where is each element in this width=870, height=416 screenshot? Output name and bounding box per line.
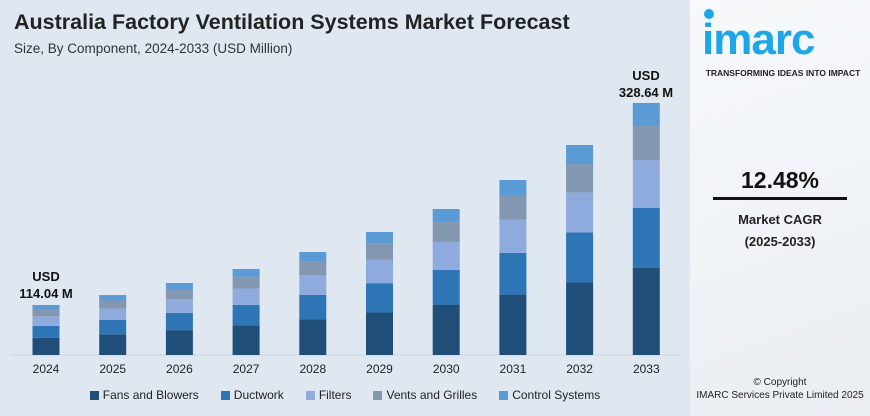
- bar-segment-vents-and-grilles-2033: [632, 125, 660, 161]
- bar-segment-fans-and-blowers-2024: [32, 337, 60, 355]
- bar-segment-fans-and-blowers-2028: [299, 319, 327, 355]
- bar-segment-filters-2025: [99, 308, 127, 320]
- copyright-line1: © Copyright: [753, 377, 807, 388]
- x-tick-label: 2029: [366, 362, 393, 376]
- bar-segment-vents-and-grilles-2026: [165, 289, 193, 300]
- bar-segment-fans-and-blowers-2029: [366, 312, 393, 355]
- bar-segment-fans-and-blowers-2031: [499, 294, 527, 355]
- bar-segment-ductwork-2031: [499, 252, 527, 295]
- bar-segment-ductwork-2025: [99, 319, 127, 335]
- x-tick-label: 2031: [500, 362, 527, 376]
- legend-item: Vents and Grilles: [373, 388, 477, 402]
- bar-segment-fans-and-blowers-2033: [632, 267, 660, 355]
- bar-segment-vents-and-grilles-2031: [499, 195, 527, 220]
- bar-segment-fans-and-blowers-2032: [566, 282, 594, 355]
- bar-segment-vents-and-grilles-2030: [432, 222, 460, 243]
- bar-segment-control-systems-2027: [232, 268, 260, 277]
- cagr-divider: [713, 197, 847, 200]
- x-tick-label: 2024: [33, 362, 60, 376]
- bar-segment-control-systems-2026: [165, 282, 193, 290]
- copyright: © Copyright IMARC Services Private Limit…: [690, 376, 870, 402]
- legend-label: Fans and Blowers: [102, 388, 199, 402]
- bar-segment-ductwork-2024: [32, 325, 60, 338]
- legend-swatch: [305, 390, 315, 400]
- bar-segment-fans-and-blowers-2025: [99, 334, 127, 355]
- bar-segment-vents-and-grilles-2024: [32, 309, 60, 317]
- bar-segment-control-systems-2028: [299, 252, 327, 262]
- imarc-logo: imarc: [702, 9, 816, 58]
- bar-segment-filters-2024: [32, 316, 60, 326]
- x-tick-label: 2030: [433, 362, 460, 376]
- cagr-label-text: Market CAGR: [738, 212, 822, 227]
- bar-segment-control-systems-2029: [366, 231, 393, 244]
- chart-subtitle: Size, By Component, 2024-2033 (USD Milli…: [14, 41, 293, 56]
- bar-segment-fans-and-blowers-2026: [165, 330, 193, 355]
- bar-segment-ductwork-2030: [432, 269, 460, 305]
- cagr-value: 12.48%: [740, 167, 819, 193]
- bar-plot: 2024 2025 2026 2027 2028 2029 2030 2031 2032 2033: [10, 102, 680, 376]
- bar-segment-control-systems-2025: [99, 295, 127, 301]
- bar-segment-vents-and-grilles-2027: [232, 276, 260, 289]
- bar-segment-control-systems-2024: [32, 304, 60, 310]
- bar-segment-filters-2030: [432, 242, 460, 270]
- bar-segment-vents-and-grilles-2032: [566, 164, 594, 193]
- annotation-currency: USD: [32, 269, 60, 284]
- cagr-period: (2025-2033): [744, 234, 816, 249]
- brand-tagline: TRANSFORMING IDEAS INTO IMPACT: [705, 68, 861, 78]
- annotation-currency: USD: [632, 68, 660, 83]
- x-tick-label: 2032: [566, 362, 593, 376]
- bar-segment-control-systems-2030: [432, 209, 460, 223]
- annotation-value: 114.04 M: [19, 286, 73, 301]
- bar-segment-filters-2029: [366, 259, 393, 284]
- bar-segment-fans-and-blowers-2027: [232, 325, 260, 355]
- legend-label: Ductwork: [233, 388, 284, 402]
- legend-item: Fans and Blowers: [89, 388, 199, 402]
- legend-swatch: [373, 390, 383, 400]
- bar-segment-filters-2033: [632, 160, 660, 208]
- sidebar-panel: imarc TRANSFORMING IDEAS INTO IMPACT 12.…: [690, 0, 870, 416]
- legend: Fans and Blowers Ductwork Filters Vents and…: [0, 388, 690, 402]
- annotation-2033: USD 328.64 M: [614, 67, 678, 101]
- legend-label: Filters: [318, 388, 352, 402]
- bar-segment-ductwork-2029: [366, 283, 393, 313]
- bar-segment-ductwork-2032: [566, 232, 594, 283]
- x-tick-label: 2033: [633, 362, 660, 376]
- chart-title: Australia Factory Ventilation Systems Ma…: [14, 10, 570, 34]
- cagr-label: Market CAGR (2025-2033): [690, 209, 870, 253]
- x-tick-label: 2026: [166, 362, 193, 376]
- x-tick-label: 2028: [299, 362, 326, 376]
- bar-segment-ductwork-2026: [165, 312, 193, 331]
- bar-segment-vents-and-grilles-2025: [99, 300, 127, 309]
- annotation-2024: USD 114.04 M: [14, 268, 78, 302]
- legend-swatch: [499, 390, 509, 400]
- bar-segment-control-systems-2033: [632, 102, 660, 126]
- legend-item: Filters: [305, 388, 352, 402]
- x-tick-label: 2027: [233, 362, 260, 376]
- legend-item: Control Systems: [499, 388, 600, 402]
- legend-swatch: [220, 390, 230, 400]
- bar-segment-control-systems-2032: [566, 145, 594, 165]
- legend-swatch: [89, 390, 99, 400]
- chart-area: Australia Factory Ventilation Systems Ma…: [0, 0, 690, 416]
- bar-segment-filters-2028: [299, 275, 327, 295]
- legend-item: Ductwork: [220, 388, 284, 402]
- bar-segment-filters-2026: [165, 299, 193, 313]
- legend-label: Control Systems: [512, 388, 601, 402]
- bar-segment-fans-and-blowers-2030: [432, 304, 460, 355]
- svg-text:imarc: imarc: [702, 15, 815, 58]
- bar-segment-vents-and-grilles-2029: [366, 243, 393, 260]
- annotation-value: 328.64 M: [618, 85, 674, 100]
- x-tick-label: 2025: [99, 362, 126, 376]
- bar-segment-ductwork-2033: [632, 207, 660, 268]
- bar-segment-ductwork-2027: [232, 304, 260, 326]
- bar-segment-ductwork-2028: [299, 294, 327, 320]
- bar-segment-filters-2031: [499, 219, 527, 253]
- bar-segment-control-systems-2031: [499, 180, 527, 196]
- legend-label: Vents and Grilles: [386, 388, 478, 402]
- copyright-line2: IMARC Services Private Limited 2025: [696, 390, 864, 401]
- bar-segment-filters-2027: [232, 288, 260, 305]
- bar-segment-vents-and-grilles-2028: [299, 261, 327, 276]
- bar-segment-filters-2032: [566, 192, 594, 233]
